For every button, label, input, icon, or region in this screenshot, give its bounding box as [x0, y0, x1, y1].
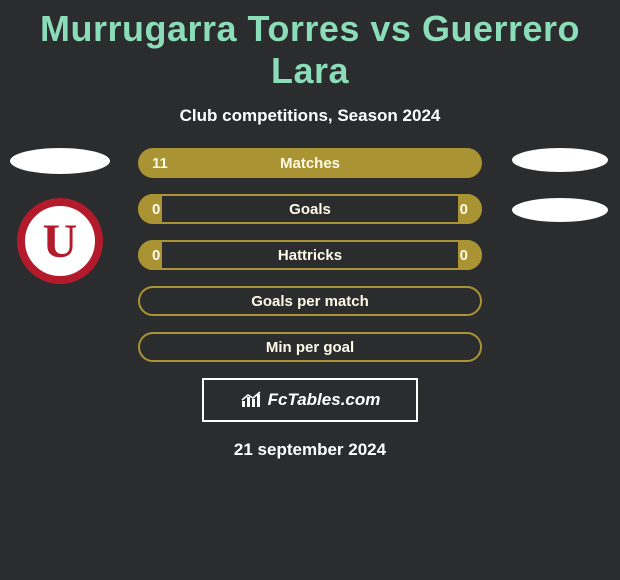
- watermark: FcTables.com: [202, 378, 418, 422]
- subtitle: Club competitions, Season 2024: [0, 106, 620, 126]
- stat-left-value: 0: [152, 194, 160, 224]
- page-title: Murrugarra Torres vs Guerrero Lara: [0, 0, 620, 92]
- stat-label: Matches: [280, 155, 340, 172]
- stat-bar: 0 0 Goals: [138, 194, 482, 224]
- stat-label: Goals: [289, 201, 331, 218]
- stat-bar: Goals per match: [138, 286, 482, 316]
- stat-label: Goals per match: [251, 293, 369, 310]
- left-club-letter: U: [43, 214, 78, 269]
- left-flag-ellipse: [10, 148, 110, 174]
- chart-icon: [240, 391, 262, 409]
- stat-right-value: 0: [460, 194, 468, 224]
- right-club-ellipse: [512, 198, 608, 222]
- right-player-column: [500, 148, 620, 238]
- stat-label: Min per goal: [266, 339, 354, 356]
- date: 21 september 2024: [0, 440, 620, 460]
- stat-left-value: 0: [152, 240, 160, 270]
- watermark-text: FcTables.com: [268, 390, 381, 410]
- stat-right-value: 0: [460, 240, 468, 270]
- right-flag-ellipse: [512, 148, 608, 172]
- stat-bar: 11 Matches: [138, 148, 482, 178]
- stat-bar: Min per goal: [138, 332, 482, 362]
- stat-left-value: 11: [152, 148, 168, 178]
- left-player-column: U: [0, 148, 120, 284]
- stat-bar: 0 0 Hattricks: [138, 240, 482, 270]
- comparison-content: U 11 Matches 0 0 Goals 0 0 Hattricks Goals per m…: [0, 148, 620, 460]
- stat-bars: 11 Matches 0 0 Goals 0 0 Hattricks Goals per mat…: [138, 148, 482, 362]
- stat-label: Hattricks: [278, 247, 342, 264]
- left-club-badge: U: [17, 198, 103, 284]
